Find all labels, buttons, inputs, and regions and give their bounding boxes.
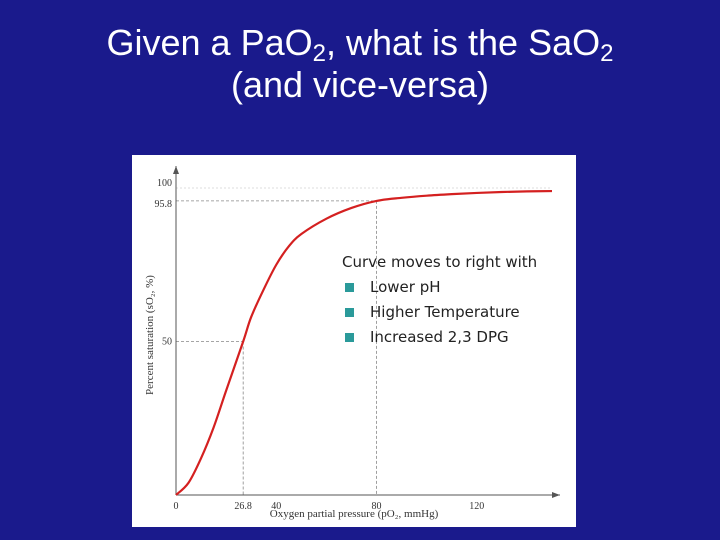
note-item-label: Increased 2,3 DPG: [370, 328, 509, 346]
x-tick-label: 120: [469, 501, 484, 512]
note-item: Lower pH: [342, 275, 537, 300]
square-bullet-icon: [345, 308, 354, 317]
y-axis-arrow-icon: [173, 166, 179, 174]
title-line-2: (and vice-versa): [230, 64, 490, 105]
note-heading: Curve moves to right with: [342, 253, 538, 271]
x-tick-label: 40: [271, 501, 281, 512]
y-axis-label: Percent saturation (sO₂, %): [144, 275, 156, 395]
note-item: Higher Temperature: [342, 300, 537, 325]
x-tick-label: 80: [372, 501, 382, 512]
note-item-label: Higher Temperature: [370, 303, 520, 321]
title-line-1: Given a PaO2, what is the SaO2: [106, 22, 614, 67]
x-axis-arrow-icon: [552, 492, 560, 498]
oxygen-dissociation-chart: 0 26.8 40 80 120 50 95.8 100 Oxygen partial pre…: [144, 166, 560, 520]
chart-panel: 0 26.8 40 80 120 50 95.8 100 Oxygen partial pre…: [132, 155, 576, 527]
square-bullet-icon: [345, 283, 354, 292]
x-tick-label: 0: [174, 501, 179, 512]
note-item-label: Lower pH: [370, 278, 441, 296]
slide-title: Given a PaO2, what is the SaO2 (and vice…: [0, 22, 720, 106]
note-item: Increased 2,3 DPG: [342, 325, 537, 350]
y-tick-label: 100: [157, 178, 172, 189]
saturation-curve: [175, 189, 553, 496]
y-tick-label: 95.8: [155, 199, 173, 210]
y-tick-label: 50: [162, 337, 172, 348]
x-axis-label: Oxygen partial pressure (pO₂, mmHg): [270, 508, 439, 520]
x-tick-label: 26.8: [234, 501, 252, 512]
square-bullet-icon: [345, 333, 354, 342]
curve-shift-note: Curve moves to right with Lower pH Highe…: [342, 250, 537, 350]
